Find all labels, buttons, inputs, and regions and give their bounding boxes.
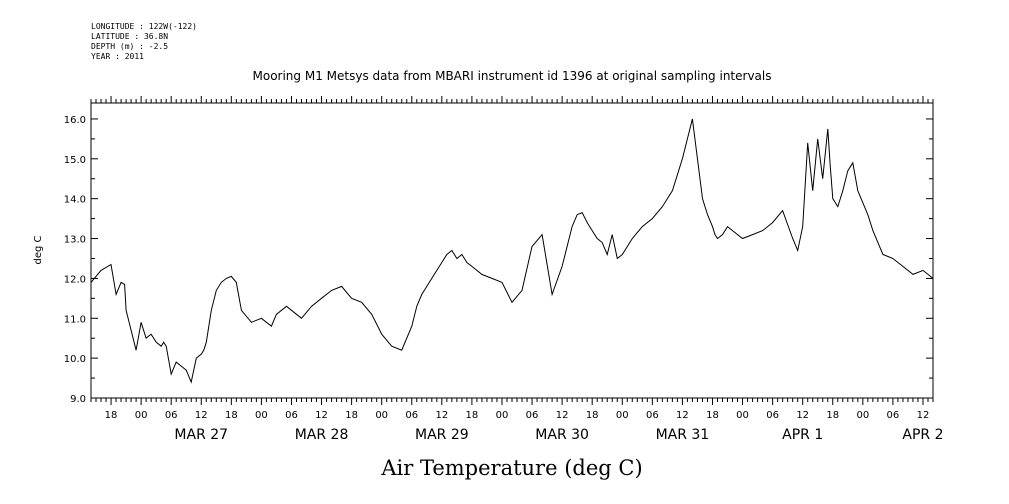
x-hour-label: 12: [796, 410, 809, 421]
air-temperature-series-line: [90, 118, 934, 384]
x-hour-label: 00: [255, 410, 268, 421]
x-hour-label: 06: [646, 410, 659, 421]
y-tick-label: 15.0: [64, 155, 86, 166]
x-day-label: APR 1: [782, 427, 823, 443]
x-axis-title: Air Temperature (deg C): [380, 456, 642, 480]
x-hour-label: 00: [736, 410, 749, 421]
x-hour-label: 18: [706, 410, 719, 421]
x-hour-label: 00: [375, 410, 388, 421]
x-day-label: APR 2: [902, 427, 943, 443]
x-hour-label: 06: [165, 410, 178, 421]
longitude-label: LONGITUDE : 122W(-122): [91, 22, 197, 31]
x-hour-label: 06: [526, 410, 539, 421]
x-hour-label: 18: [586, 410, 599, 421]
x-hour-label: 06: [887, 410, 900, 421]
x-day-label: MAR 27: [174, 427, 228, 443]
x-hour-label: 06: [766, 410, 779, 421]
x-hour-label: 18: [105, 410, 118, 421]
y-tick-label: 12.0: [64, 274, 86, 285]
x-hour-label: 00: [856, 410, 869, 421]
y-tick-label: 11.0: [64, 314, 86, 325]
x-hour-label: 12: [676, 410, 689, 421]
y-tick-label: 9.0: [70, 394, 86, 405]
x-hour-label: 00: [135, 410, 148, 421]
x-hour-label: 00: [616, 410, 629, 421]
y-tick-label: 10.0: [64, 354, 86, 365]
x-hour-label: 12: [195, 410, 208, 421]
x-hour-label: 18: [826, 410, 839, 421]
x-hour-label: 00: [496, 410, 509, 421]
y-tick-label: 13.0: [64, 235, 86, 246]
x-hour-label: 12: [435, 410, 448, 421]
x-hour-label: 06: [405, 410, 418, 421]
x-hour-label: 12: [917, 410, 930, 421]
y-axis: 9.0 10.0 11.0 12.0 13.0 14.0 15.0 16.0: [64, 115, 933, 405]
plot-frame: [90, 102, 934, 399]
latitude-label: LATITUDE : 36.8N: [91, 32, 169, 41]
y-tick-label: 14.0: [64, 195, 86, 206]
x-day-label: MAR 28: [295, 427, 349, 443]
depth-label: DEPTH (m) : -2.5: [91, 42, 169, 51]
x-day-label: MAR 31: [656, 427, 710, 443]
x-hour-label: 12: [315, 410, 328, 421]
metadata-block: LONGITUDE : 122W(-122) LATITUDE : 36.8N …: [91, 22, 197, 62]
x-hour-label: 18: [225, 410, 238, 421]
y-axis-title: deg C: [33, 235, 44, 264]
year-label: YEAR : 2011: [91, 52, 144, 61]
x-hour-label: 18: [466, 410, 479, 421]
x-axis: 18 00 06 12 18 00 06 12 18 00 06 12 18 00 06 12 18 00 06 12…: [90, 96, 944, 443]
x-day-label: MAR 30: [535, 427, 589, 443]
x-hour-label: 18: [345, 410, 358, 421]
x-hour-label: 12: [556, 410, 569, 421]
y-tick-label: 16.0: [64, 115, 86, 126]
x-hour-label: 06: [285, 410, 298, 421]
x-day-label: MAR 29: [415, 427, 469, 443]
chart-title: Mooring M1 Metsys data from MBARI instru…: [253, 69, 772, 83]
